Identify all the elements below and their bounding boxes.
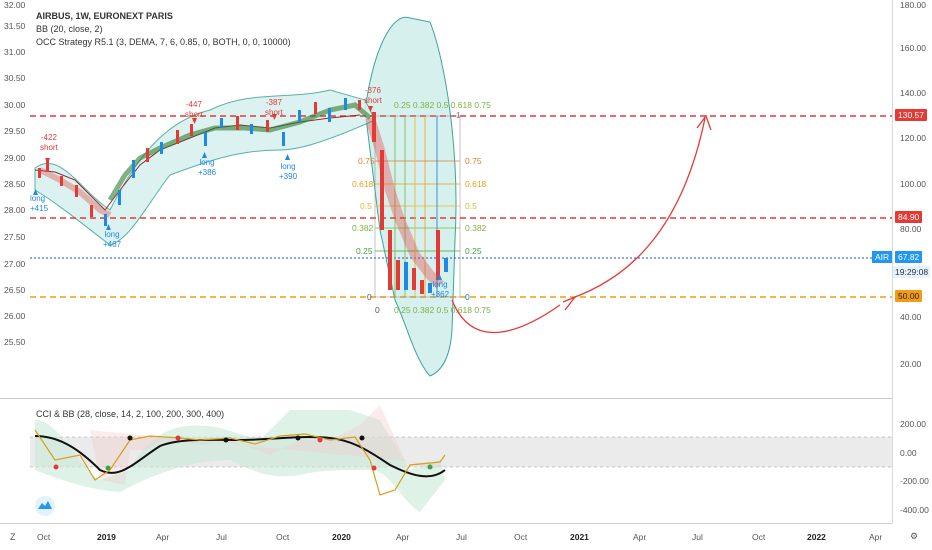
symbol-tag[interactable]: AIR [872, 251, 893, 263]
signal-label-long-5: long +362 [431, 280, 450, 299]
fib-label-0382: 0.382 [465, 223, 487, 233]
projection-curve-2 [574, 117, 706, 298]
candles [38, 98, 448, 294]
signal-markers [33, 106, 442, 280]
price-tag-current[interactable]: 67.82 [895, 251, 923, 263]
price-tag-level1[interactable]: 130.57 [895, 109, 927, 121]
projection-arrowhead-mid [562, 295, 578, 311]
cci-tick-200: 200.00 [900, 419, 926, 429]
bb-cloud-right [364, 16, 457, 377]
legend-bb[interactable]: BB (20, close, 2) [36, 24, 103, 34]
signal-label-short-1: -422 short [40, 133, 58, 152]
cci-tick-0: 0.00 [900, 448, 917, 458]
right-tick-140: 140.00 [900, 88, 926, 98]
legend-occ[interactable]: OCC Strategy R5.1 (3, DEMA, 7, 6, 0.85, … [36, 37, 291, 47]
timezone-button[interactable]: Z [10, 532, 16, 542]
signal-label-short-2: -447 short [185, 100, 203, 119]
fib-box-zero: 0 [375, 305, 380, 315]
right-tick-180: 180.00 [900, 0, 926, 10]
fib-left-0618: 0.618 [352, 179, 374, 189]
signal-label-long-2: long +467 [103, 230, 122, 249]
signal-label-long-3: long +386 [198, 158, 217, 177]
cci-dots [53, 435, 433, 471]
cci-right-axis[interactable] [892, 399, 932, 523]
signal-label-long-4: long +390 [279, 162, 298, 181]
fib-left-025: 0.25 [356, 246, 373, 256]
right-tick-40: 40.00 [900, 312, 922, 322]
fib-box [374, 115, 461, 298]
fib-top-labels: 0.25 0.382 0.5 0.618 0.75 [394, 100, 491, 110]
fib-left-0: 0 [367, 292, 372, 302]
fib-label-1: 1 [456, 110, 461, 120]
cci-line [34, 429, 446, 496]
right-price-axis[interactable] [892, 0, 932, 520]
projection-curve-1 [451, 299, 561, 333]
chart-legend: AIRBUS, 1W, EURONEXT PARIS BB (20, close… [36, 10, 291, 49]
price-tag-level3[interactable]: 50.00 [895, 290, 923, 302]
right-tick-160: 160.00 [900, 43, 926, 53]
bar-countdown: 19:29:08 [893, 266, 931, 278]
signal-label-long-1: long +415 [30, 194, 49, 213]
time-axis-line [0, 523, 892, 524]
settings-gear-icon[interactable]: ⚙ [910, 531, 919, 541]
occ-long-band [107, 102, 372, 202]
projection-arrowhead [696, 114, 712, 131]
occ-short-band-left [38, 167, 112, 218]
cci-red-fill [40, 405, 445, 485]
fib-label-0: 0 [465, 292, 470, 302]
fib-label-0618: 0.618 [465, 179, 487, 189]
signal-label-short-4: -376 short [364, 86, 382, 105]
price-chart-canvas[interactable] [0, 0, 892, 524]
legend-symbol-title[interactable]: AIRBUS, 1W, EURONEXT PARIS [36, 11, 173, 21]
cci-tick-neg200: -200.00 [900, 476, 929, 486]
fib-left-0382: 0.382 [352, 223, 374, 233]
fib-left-05: 0.5 [360, 201, 372, 211]
right-tick-100: 100.00 [900, 179, 926, 189]
fib-label-05: 0.5 [465, 201, 477, 211]
right-tick-80: 80.00 [900, 224, 922, 234]
fib-label-075: 0.75 [465, 156, 482, 166]
signal-label-short-3: -387 short [265, 98, 283, 117]
right-tick-20: 20.00 [900, 359, 922, 369]
pane-divider[interactable] [0, 398, 892, 399]
cci-bb-fill [35, 410, 445, 512]
cci-tick-neg400: -400.00 [900, 505, 929, 515]
cci-legend[interactable]: CCI & BB (28, close, 14, 2, 100, 200, 30… [36, 409, 225, 419]
fib-left-075: 0.75 [358, 156, 375, 166]
price-tag-level2[interactable]: 84.90 [895, 211, 923, 223]
fib-bottom-labels: 0.25 0.382 0.5 0.618 0.75 [394, 305, 491, 315]
right-tick-120: 120.00 [900, 133, 926, 143]
fib-label-025: 0.25 [465, 246, 482, 256]
